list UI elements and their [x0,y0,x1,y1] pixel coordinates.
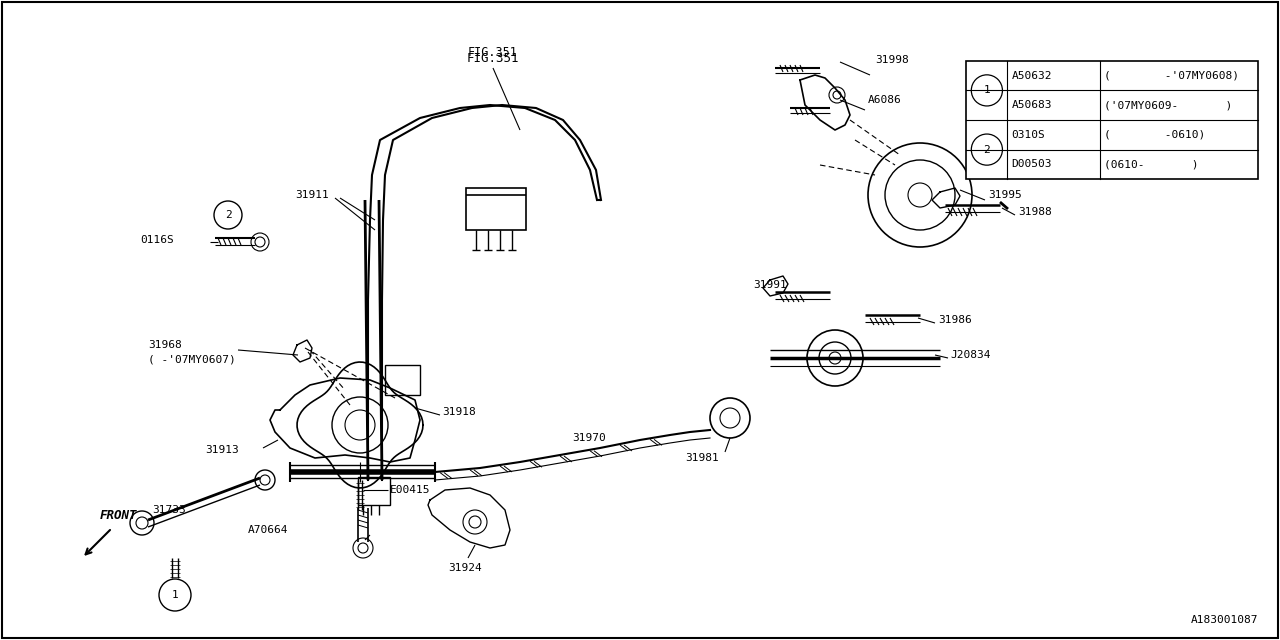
Text: 0310S: 0310S [1011,130,1044,140]
Text: J20834: J20834 [950,350,991,360]
Text: 31968: 31968 [148,340,182,350]
Text: 31970: 31970 [572,433,605,443]
Text: 31733: 31733 [152,505,186,515]
Text: 31995: 31995 [988,190,1021,200]
Bar [466,188,526,230]
Text: 31913: 31913 [205,445,239,455]
Text: 2: 2 [224,210,232,220]
Text: 0116S: 0116S [140,235,174,245]
Text: 1: 1 [172,590,178,600]
Bar [358,477,390,505]
Text: A6086: A6086 [868,95,901,105]
Text: A70664: A70664 [248,525,288,535]
Text: 31918: 31918 [442,407,476,417]
Text: (        -0610): ( -0610) [1103,130,1204,140]
Text: E00415: E00415 [390,485,430,495]
Text: ('07MY0609-       ): ('07MY0609- ) [1103,100,1231,110]
Text: ( -'07MY0607): ( -'07MY0607) [148,355,236,365]
Text: 31991: 31991 [753,280,787,290]
Text: FIG.351: FIG.351 [468,45,518,58]
Text: 31981: 31981 [685,453,719,463]
Text: A183001087: A183001087 [1190,615,1258,625]
Bar [966,61,1258,179]
Text: 1: 1 [983,85,991,95]
Text: FIG.351: FIG.351 [467,51,520,65]
Text: 2: 2 [983,145,991,155]
Text: 31911: 31911 [294,190,329,200]
Text: FRONT: FRONT [100,509,137,522]
Text: 31998: 31998 [876,55,909,65]
Text: D00503: D00503 [1011,159,1052,170]
Text: 31986: 31986 [938,315,972,325]
Text: A50683: A50683 [1011,100,1052,110]
Text: (0610-       ): (0610- ) [1103,159,1198,170]
Bar [385,365,420,395]
Text: A50632: A50632 [1011,70,1052,81]
Text: 31988: 31988 [1018,207,1052,217]
Text: 31924: 31924 [448,563,481,573]
Text: (        -'07MY0608): ( -'07MY0608) [1103,70,1239,81]
